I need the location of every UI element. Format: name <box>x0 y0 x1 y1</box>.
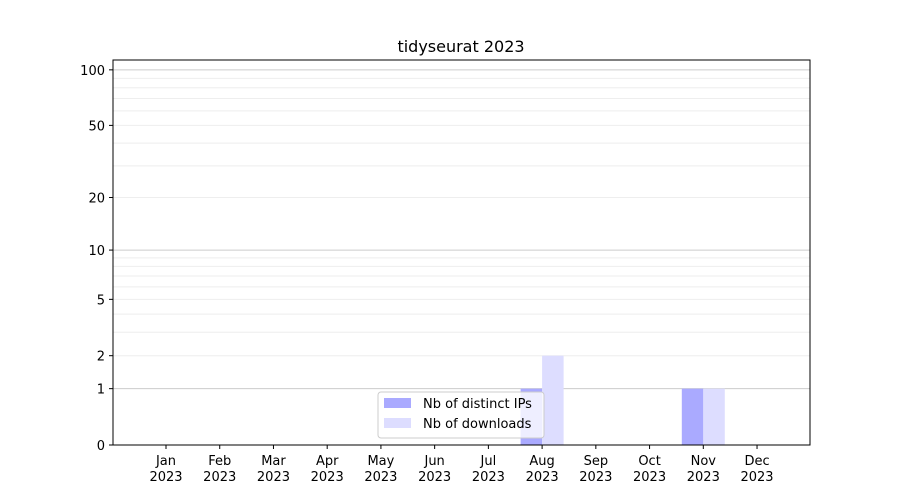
y-tick-label: 10 <box>88 244 105 259</box>
x-tick-label: Dec 2023 <box>740 454 773 485</box>
x-tick-label: Jul 2023 <box>472 454 505 485</box>
x-tick-label: Jun 2023 <box>418 454 451 485</box>
legend-swatch <box>384 418 411 428</box>
plot-frame <box>112 59 811 446</box>
y-tick-label: 0 <box>97 439 105 454</box>
y-tick-label: 2 <box>97 350 105 365</box>
y-tick-label: 50 <box>88 119 105 134</box>
y-tick-label: 100 <box>80 64 105 79</box>
y-tick-label: 1 <box>97 383 105 398</box>
y-tick-label: 20 <box>88 192 105 207</box>
x-tick-label: May 2023 <box>364 454 397 485</box>
legend-swatch <box>384 398 411 408</box>
bar-downloads <box>542 355 564 445</box>
chart-title: tidyseurat 2023 <box>397 37 524 56</box>
legend-label: Nb of distinct IPs <box>423 397 532 412</box>
bar-distinct-ips <box>681 388 704 445</box>
bar-downloads <box>703 388 725 445</box>
legend-label: Nb of downloads <box>423 417 532 432</box>
x-tick-label: Apr 2023 <box>311 454 344 485</box>
legend-box <box>377 391 545 439</box>
x-tick-label: Nov 2023 <box>687 454 720 485</box>
legend: Nb of distinct IPs Nb of downloads <box>377 391 545 439</box>
x-tick-label: Aug 2023 <box>526 454 559 485</box>
x-tick-label: Feb 2023 <box>203 454 236 485</box>
x-tick-label: Mar 2023 <box>257 454 290 485</box>
x-tick-label: Jan 2023 <box>149 454 182 485</box>
y-tick-label: 5 <box>97 293 105 308</box>
x-tick-label: Sep 2023 <box>579 454 612 485</box>
x-tick-label: Oct 2023 <box>633 454 666 485</box>
